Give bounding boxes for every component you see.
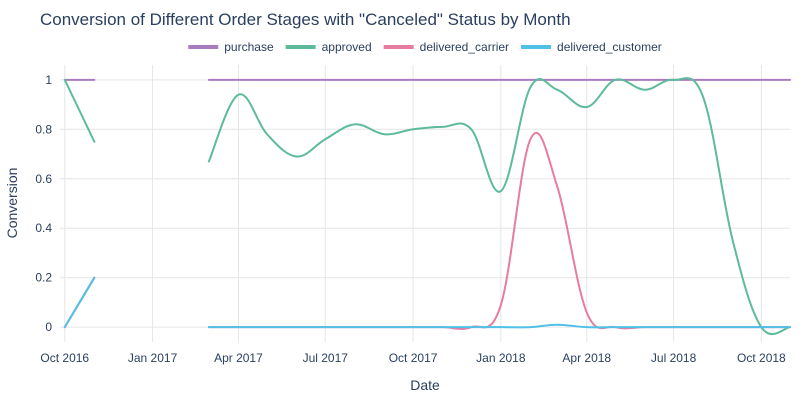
series-line-delivered-customer-segment-1	[63, 276, 96, 329]
legend-item-approved[interactable]: approved	[285, 40, 372, 54]
legend-item-delivered-customer[interactable]: delivered_customer	[521, 40, 662, 54]
x-tick-label: Jan 2017	[128, 351, 178, 365]
grid-lines	[60, 65, 790, 342]
legend-label: purchase	[224, 40, 274, 54]
x-tick-label: Oct 2017	[389, 351, 438, 365]
y-axis-ticks: 0 0.2 0.4 0.6 0.8 1	[35, 73, 52, 334]
legend-label: approved	[322, 40, 372, 54]
y-tick-label: 0.8	[35, 122, 52, 136]
x-tick-label: Oct 2016	[40, 351, 89, 365]
series-line-approved-segment-1	[63, 78, 96, 143]
x-tick-label: Apr 2017	[214, 351, 263, 365]
x-tick-label: Oct 2018	[737, 351, 786, 365]
series-line-delivered-customer-segment-2	[207, 323, 791, 329]
legend: purchase approved delivered_carrier deliver…	[188, 40, 662, 54]
x-axis-ticks: Oct 2016 Jan 2017 Apr 2017 Jul 2017 Oct 2017…	[40, 351, 786, 365]
series-lines	[63, 77, 791, 336]
series-line-delivered-carrier-segment-2	[207, 131, 791, 330]
legend-label: delivered_customer	[557, 40, 662, 54]
x-axis-title: Date	[410, 377, 440, 393]
y-tick-label: 1	[45, 73, 52, 87]
legend-label: delivered_carrier	[420, 40, 509, 54]
x-tick-label: Jul 2018	[651, 351, 697, 365]
y-tick-label: 0.2	[35, 271, 52, 285]
y-tick-label: 0	[45, 320, 52, 334]
y-axis-title: Conversion	[4, 168, 20, 239]
y-tick-label: 0.6	[35, 172, 52, 186]
y-tick-label: 0.4	[35, 221, 52, 235]
x-tick-label: Apr 2018	[562, 351, 611, 365]
x-tick-label: Jul 2017	[303, 351, 349, 365]
legend-item-delivered-carrier[interactable]: delivered_carrier	[383, 40, 509, 54]
series-line-approved-segment-2	[207, 77, 791, 336]
chart-title: Conversion of Different Order Stages wit…	[40, 10, 571, 29]
legend-item-purchase[interactable]: purchase	[188, 40, 274, 54]
x-tick-label: Jan 2018	[476, 351, 526, 365]
